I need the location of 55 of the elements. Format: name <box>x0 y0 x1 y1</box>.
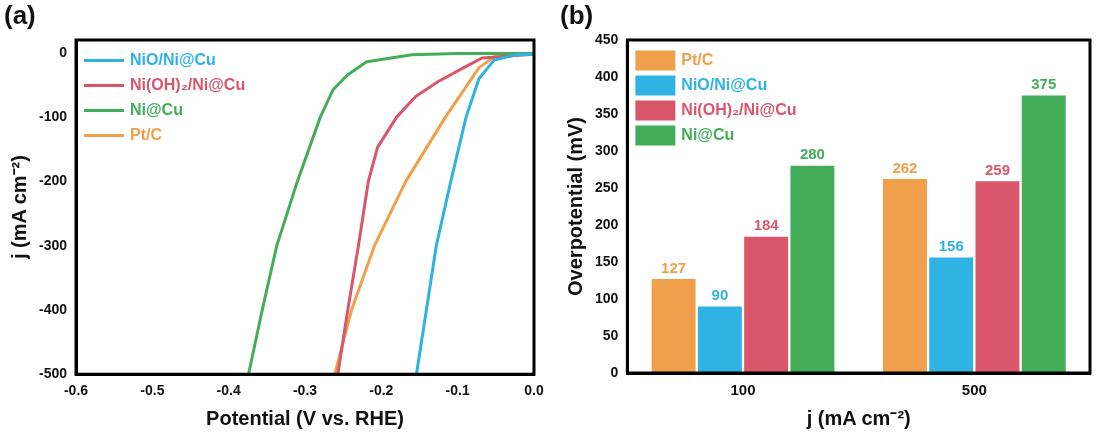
data-label: 262 <box>892 158 918 176</box>
data-label: 375 <box>1031 75 1057 93</box>
legend-label: Ni(OH)₂/Ni@Cu <box>681 100 797 118</box>
bar <box>882 179 927 373</box>
y-tick-label: 300 <box>595 141 619 158</box>
x-tick-label: -0.3 <box>292 382 318 399</box>
y-tick-label: -500 <box>38 365 68 382</box>
y-axis-title: j (mA cm⁻²) <box>7 155 30 261</box>
y-tick-label: -400 <box>38 300 68 317</box>
legend-label: Pt/C <box>681 50 714 68</box>
x-tick-label: -0.1 <box>445 382 470 399</box>
legend-label: Ni(OH)₂/Ni@Cu <box>130 75 246 93</box>
x-tick-label: -0.2 <box>369 382 394 399</box>
x-tick-label: 500 <box>961 381 987 399</box>
x-axis-title: Potential (V vs. RHE) <box>206 406 404 429</box>
y-tick-label: -200 <box>38 172 68 189</box>
x-axis-title: j (mA cm⁻²) <box>805 406 911 429</box>
y-tick-label: -100 <box>38 107 68 124</box>
y-tick-label: 150 <box>595 252 619 269</box>
data-label: 156 <box>938 237 964 255</box>
bar <box>790 165 835 373</box>
y-tick-label: 450 <box>595 30 619 47</box>
y-tick-label: 50 <box>602 326 619 343</box>
bar <box>651 279 696 373</box>
y-tick-label: 200 <box>595 215 619 232</box>
y-tick-label: 0 <box>610 363 619 380</box>
x-tick-label: -0.4 <box>216 382 241 399</box>
data-label: 90 <box>711 286 729 304</box>
bar <box>975 181 1020 373</box>
bar <box>697 306 742 373</box>
x-tick-label: -0.6 <box>63 382 89 399</box>
data-label: 184 <box>753 216 780 234</box>
y-tick-label: 350 <box>595 104 619 121</box>
y-tick-label: -300 <box>38 236 68 253</box>
y-tick-label: 250 <box>595 178 619 195</box>
y-tick-label: 400 <box>595 67 619 84</box>
bar <box>744 236 789 373</box>
y-axis-title: Overpotential (mV) <box>563 117 586 296</box>
data-label: 280 <box>799 145 825 163</box>
y-tick-label: 100 <box>595 289 619 306</box>
bar <box>929 257 974 373</box>
chart-title: (b) <box>560 0 594 31</box>
chart-title: (a) <box>4 0 36 31</box>
data-label: 127 <box>661 258 687 276</box>
legend-label: Ni@Cu <box>681 125 735 143</box>
y-tick-label: 0 <box>59 43 68 60</box>
x-tick-label: -0.5 <box>140 382 165 399</box>
legend-label: Pt/C <box>130 125 163 143</box>
legend-label: NiO/Ni@Cu <box>681 75 768 93</box>
bar <box>1021 95 1066 373</box>
legend-label: Ni@Cu <box>130 100 183 118</box>
x-tick-label: 100 <box>730 381 756 399</box>
legend-label: NiO/Ni@Cu <box>130 50 216 68</box>
data-label: 259 <box>984 160 1010 178</box>
x-tick-label: 0.0 <box>524 382 544 399</box>
